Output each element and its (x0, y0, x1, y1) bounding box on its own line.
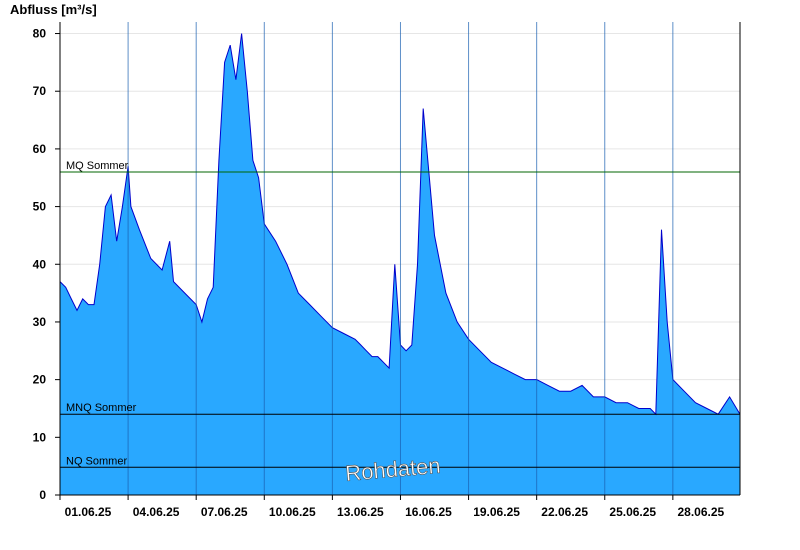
y-tick-label: 20 (33, 373, 47, 387)
y-tick-label: 10 (33, 430, 47, 444)
reference-lines-layer: MQ Sommer MNQ Sommer NQ Sommer (60, 160, 740, 468)
x-tick-label: 10.06.25 (269, 505, 316, 519)
y-tick-label: 60 (33, 142, 47, 156)
y-tick-label: 0 (39, 488, 46, 502)
x-tick-label: 07.06.25 (201, 505, 248, 519)
x-tick-label: 28.06.25 (677, 505, 724, 519)
series-layer (59, 33, 741, 495)
discharge-area (60, 33, 740, 495)
discharge-line (59, 33, 741, 416)
x-tick-label: 22.06.25 (541, 505, 588, 519)
y-tick-label: 30 (33, 315, 47, 329)
day-lines-layer (127, 22, 674, 495)
x-tick-label: 25.06.25 (609, 505, 656, 519)
reference-line-label: MNQ Sommer (66, 402, 137, 414)
y-tick-label: 50 (33, 200, 47, 214)
y-axis-title: Abfluss [m³/s] (10, 2, 97, 17)
x-tick-label: 01.06.25 (65, 505, 112, 519)
y-tick-label: 80 (33, 27, 47, 41)
reference-line-label: NQ Sommer (66, 455, 127, 467)
x-tick-label: 04.06.25 (133, 505, 180, 519)
reference-line-label: MQ Sommer (66, 160, 129, 172)
x-tick-label: 16.06.25 (405, 505, 452, 519)
y-tick-label: 70 (33, 84, 47, 98)
y-tick-label: 40 (33, 257, 47, 271)
x-tick-label: 19.06.25 (473, 505, 520, 519)
axes-layer: 0 10 20 30 40 50 60 70 80 01.06.25 04.06.25 07.06.2… (33, 22, 741, 519)
x-tick-label: 13.06.25 (337, 505, 384, 519)
